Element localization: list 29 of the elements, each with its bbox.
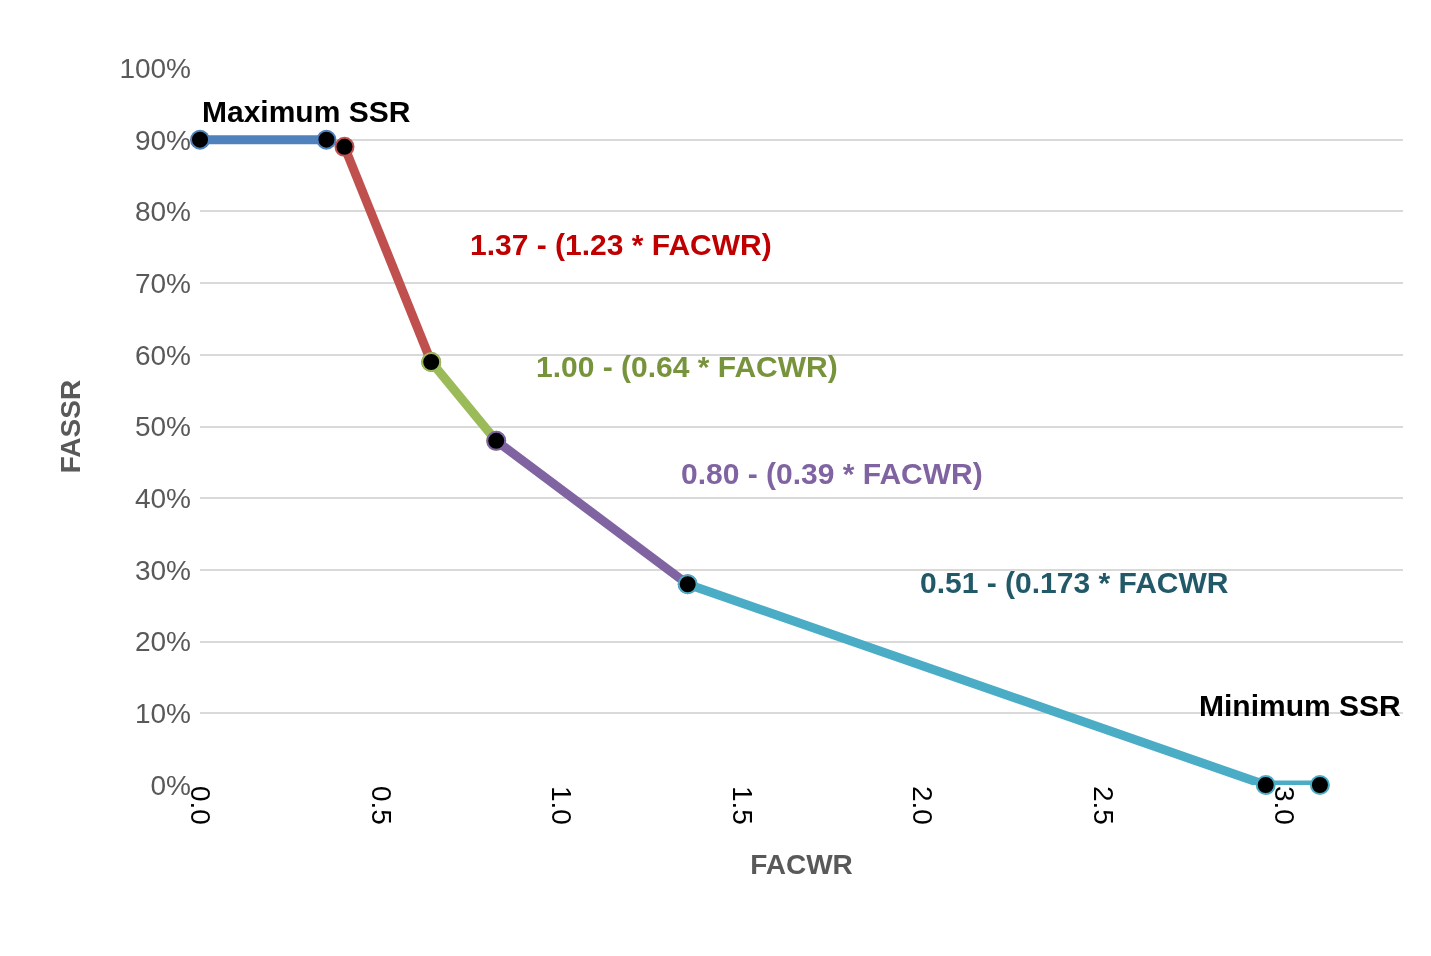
annotation: 1.00 - (0.64 * FACWR) <box>536 350 838 383</box>
y-tick-label: 80% <box>134 196 191 228</box>
y-tick-label: 40% <box>134 483 191 514</box>
y-tick-label: 100% <box>119 52 191 84</box>
point <box>190 129 210 150</box>
annotation: 1.37 - (1.23 * FACWR) <box>470 228 772 261</box>
y-tick-label: 20% <box>134 626 191 658</box>
x-tick-label: 3.0 <box>1268 786 1300 825</box>
y-tick-label: 10% <box>134 698 191 730</box>
x-tick-label: 1.0 <box>546 786 578 825</box>
x-tick-label: 1.5 <box>726 786 758 825</box>
x-tick-label: 2.0 <box>907 786 939 825</box>
y-tick-label: 60% <box>134 339 191 371</box>
annotation: Minimum SSR <box>1199 689 1402 722</box>
y-tick-label: 50% <box>134 411 191 443</box>
point <box>1255 775 1276 795</box>
x-tick-label: 2.5 <box>1088 786 1120 825</box>
y-tick-label: 70% <box>134 267 191 299</box>
y-tick-label: 30% <box>134 554 191 586</box>
y-axis-title: FASSR <box>55 379 87 474</box>
point <box>316 129 337 150</box>
annotation: 0.80 - (0.39 * FACWR) <box>681 457 983 490</box>
annotation: Maximum SSR <box>202 95 411 128</box>
point <box>1309 775 1330 795</box>
annotation: 0.51 - (0.173 * FACWR <box>920 566 1229 599</box>
point <box>334 136 355 157</box>
x-axis-title: FACWR <box>750 849 853 881</box>
x-tick-label: 0.5 <box>365 786 397 825</box>
y-tick-label: 90% <box>134 124 191 156</box>
